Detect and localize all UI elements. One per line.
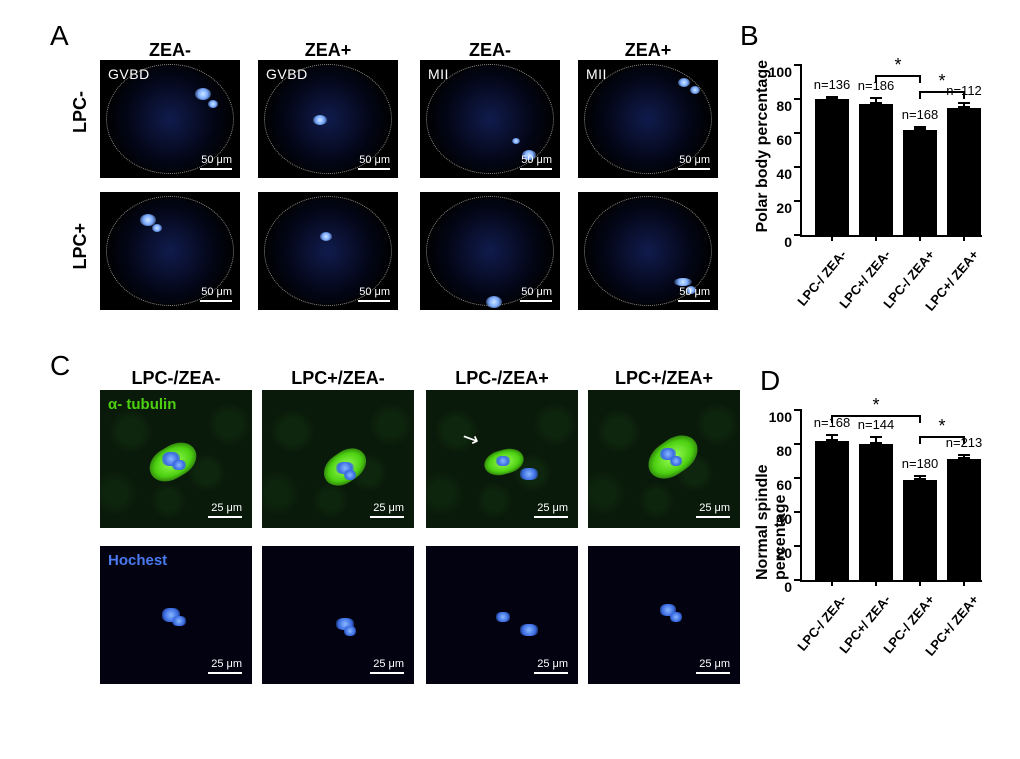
scalebar-label: 50 μm	[201, 154, 232, 166]
significance-star: *	[938, 416, 945, 437]
figure: A B C D ZEA- ZEA+ ZEA- ZEA+ LPC- LPC+ GVBD 50…	[0, 0, 1020, 759]
scalebar-label: 50 μm	[521, 154, 552, 166]
bar	[903, 480, 937, 580]
panel-c-col-header: LPC+/ZEA+	[615, 368, 713, 389]
ytick-label: 40	[776, 166, 792, 182]
bar	[815, 441, 849, 580]
micrograph: 25 μm	[588, 390, 740, 528]
micrograph: 50 μm	[578, 192, 718, 310]
micrograph: 50 μm	[100, 192, 240, 310]
micrograph: 50 μm	[258, 192, 398, 310]
scalebar-label: 25 μm	[537, 502, 568, 514]
panel-a-col-header: ZEA+	[305, 40, 352, 61]
y-axis-label: Normal spindle percentage	[754, 405, 790, 580]
stage-label: GVBD	[108, 66, 150, 82]
scalebar-label: 50 μm	[679, 154, 710, 166]
y-axis-label: Polar body percentage	[754, 60, 772, 233]
panel-c-col-header: LPC-/ZEA+	[455, 368, 549, 389]
stage-label: MII	[428, 66, 449, 82]
panel-letter-d: D	[760, 365, 780, 397]
micrograph: GVBD 50 μm	[258, 60, 398, 178]
scalebar-label: 25 μm	[537, 658, 568, 670]
ytick-label: 100	[769, 64, 792, 80]
scalebar-label: 50 μm	[359, 154, 390, 166]
panel-letter-a: A	[50, 20, 69, 52]
bar	[859, 104, 893, 235]
micrograph: MII 50 μm	[420, 60, 560, 178]
micrograph: 25 μm	[426, 546, 578, 684]
panel-letter-b: B	[740, 20, 759, 52]
scalebar-label: 25 μm	[211, 502, 242, 514]
channel-label: α- tubulin	[108, 396, 176, 413]
bar	[859, 444, 893, 580]
scalebar-label: 50 μm	[359, 286, 390, 298]
panel-a-row-header: LPC-	[70, 91, 91, 133]
scalebar-label: 50 μm	[201, 286, 232, 298]
chart-polar-body: 020406080100Polar body percentagen=136LP…	[800, 55, 1020, 335]
micrograph: GVBD 50 μm	[100, 60, 240, 178]
micrograph: 50 μm	[420, 192, 560, 310]
ytick-label: 0	[784, 579, 792, 595]
panel-a-row-header: LPC+	[70, 223, 91, 270]
ytick-label: 80	[776, 98, 792, 114]
scalebar-label: 25 μm	[699, 502, 730, 514]
n-label: n=168	[902, 107, 939, 122]
bar	[947, 459, 981, 580]
ytick-label: 60	[776, 132, 792, 148]
significance-star: *	[938, 71, 945, 92]
micrograph: 25 μm	[588, 546, 740, 684]
micrograph: α- tubulin 25 μm	[100, 390, 252, 528]
micrograph: ↘25 μm	[426, 390, 578, 528]
channel-label: Hochest	[108, 552, 167, 569]
bar	[815, 99, 849, 235]
scalebar-label: 50 μm	[521, 286, 552, 298]
scalebar-label: 25 μm	[211, 658, 242, 670]
panel-a-col-header: ZEA-	[469, 40, 511, 61]
panel-a-col-header: ZEA+	[625, 40, 672, 61]
stage-label: MII	[586, 66, 607, 82]
micrograph: Hochest 25 μm	[100, 546, 252, 684]
significance-star: *	[872, 395, 879, 416]
chart-plot: 020406080100Polar body percentagen=136LP…	[800, 65, 982, 237]
panel-letter-c: C	[50, 350, 70, 382]
n-label: n=180	[902, 456, 939, 471]
panel-a-col-header: ZEA-	[149, 40, 191, 61]
bar	[903, 130, 937, 235]
ytick-label: 20	[776, 200, 792, 216]
scalebar-label: 25 μm	[373, 658, 404, 670]
stage-label: GVBD	[266, 66, 308, 82]
chart-spindle: 020406080100Normal spindle percentagen=1…	[800, 400, 1020, 680]
n-label: n=144	[858, 417, 895, 432]
scalebar-label: 25 μm	[373, 502, 404, 514]
n-label: n=136	[814, 77, 851, 92]
bar	[947, 108, 981, 236]
panel-c-col-header: LPC+/ZEA-	[291, 368, 385, 389]
scalebar-label: 25 μm	[699, 658, 730, 670]
significance-star: *	[894, 55, 901, 76]
chart-plot: 020406080100Normal spindle percentagen=1…	[800, 410, 982, 582]
panel-c-col-header: LPC-/ZEA-	[132, 368, 221, 389]
micrograph: 25 μm	[262, 390, 414, 528]
micrograph: 25 μm	[262, 546, 414, 684]
ytick-label: 0	[784, 234, 792, 250]
micrograph: MII 50 μm	[578, 60, 718, 178]
scalebar-label: 50 μm	[679, 286, 710, 298]
